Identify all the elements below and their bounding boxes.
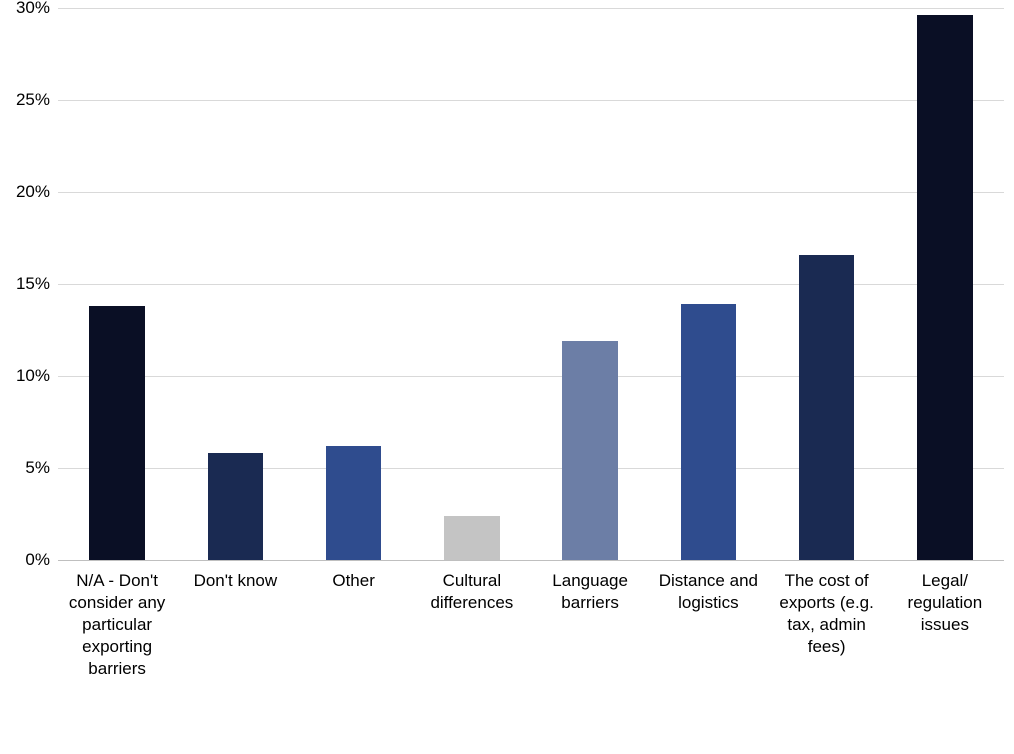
- bar: [208, 453, 264, 560]
- x-tick-label: Distance and logistics: [653, 570, 764, 614]
- y-tick-label: 30%: [0, 0, 50, 18]
- bar: [444, 516, 500, 560]
- bar: [681, 304, 737, 560]
- bar: [89, 306, 145, 560]
- gridline: [58, 100, 1004, 101]
- plot-area: [58, 8, 1004, 560]
- x-tick-label: Language barriers: [535, 570, 646, 614]
- gridline: [58, 468, 1004, 469]
- x-tick-label: Don't know: [180, 570, 291, 592]
- x-tick-label: The cost of exports (e.g. tax, admin fee…: [771, 570, 882, 658]
- y-tick-label: 15%: [0, 274, 50, 294]
- gridline: [58, 284, 1004, 285]
- gridline: [58, 376, 1004, 377]
- bar: [562, 341, 618, 560]
- bar: [799, 255, 855, 560]
- x-tick-label: Other: [298, 570, 409, 592]
- x-tick-label: Cultural differences: [416, 570, 527, 614]
- gridline: [58, 8, 1004, 9]
- y-tick-label: 20%: [0, 182, 50, 202]
- y-tick-label: 5%: [0, 458, 50, 478]
- x-tick-label: N/A - Don't consider any particular expo…: [62, 570, 173, 680]
- bar-chart: 0% 5% 10% 15% 20% 25% 30% N/A - Don't consider …: [0, 0, 1014, 754]
- gridline: [58, 192, 1004, 193]
- bar: [326, 446, 382, 560]
- y-tick-label: 25%: [0, 90, 50, 110]
- x-tick-label: Legal/ regulation issues: [889, 570, 1000, 636]
- y-tick-label: 0%: [0, 550, 50, 570]
- bar: [917, 15, 973, 560]
- gridline: [58, 560, 1004, 561]
- y-tick-label: 10%: [0, 366, 50, 386]
